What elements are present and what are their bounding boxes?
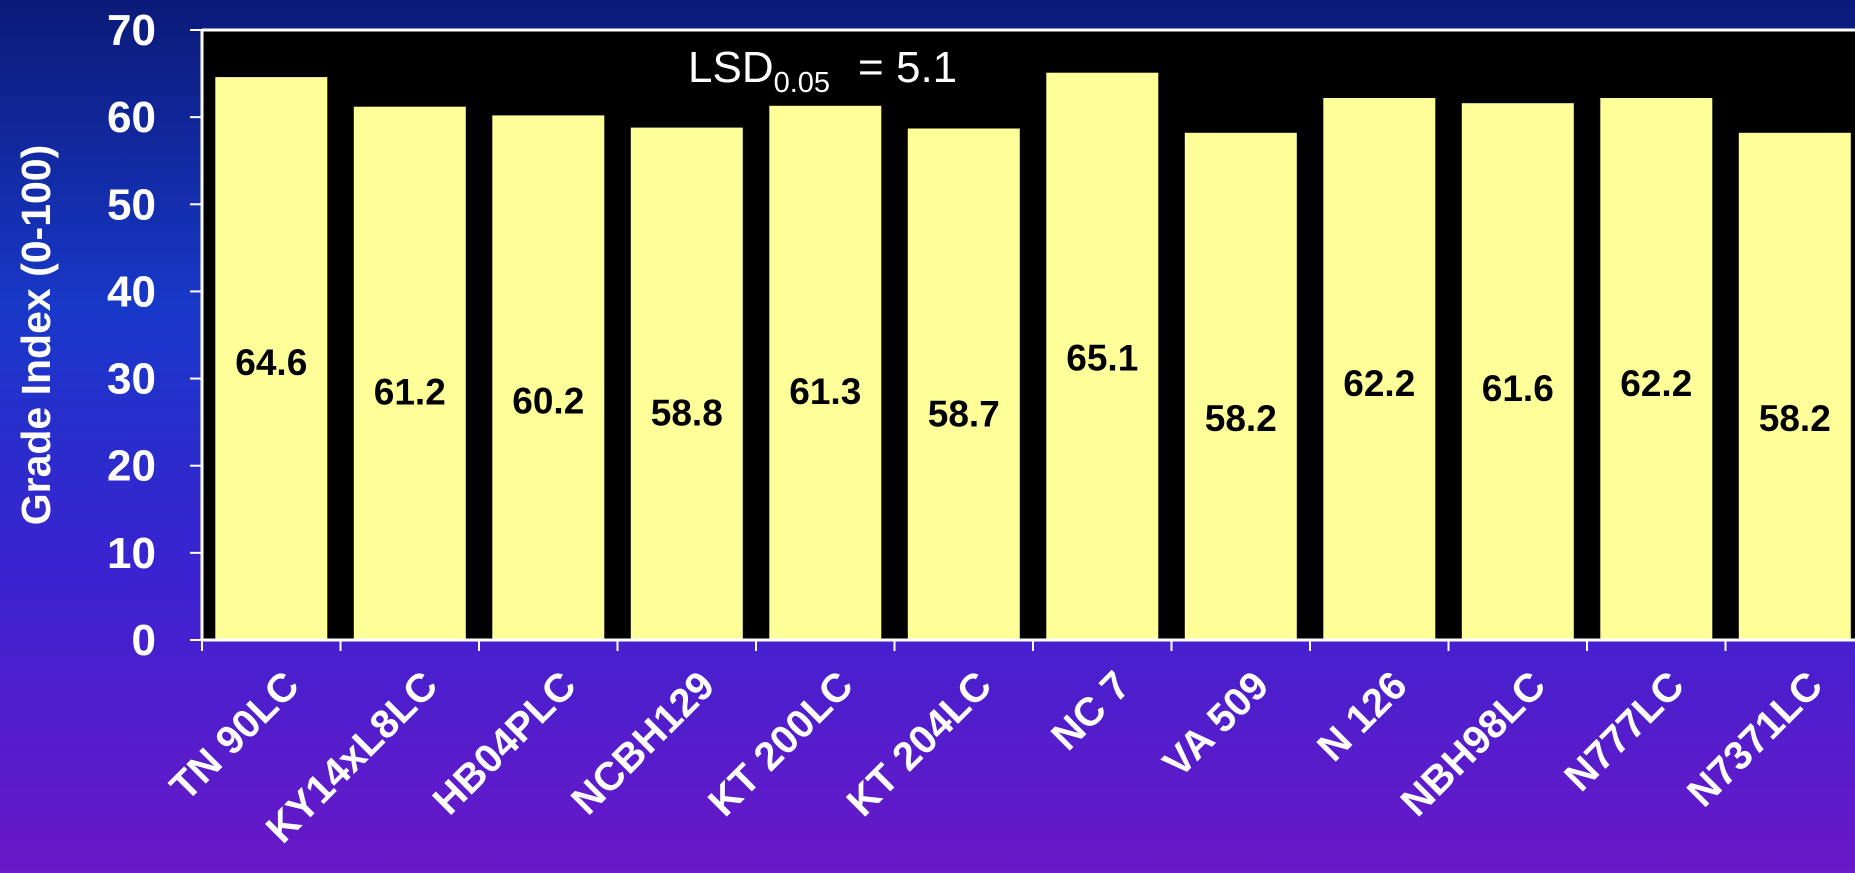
data-label: 61.2 <box>374 372 446 413</box>
bar-n-126 <box>1323 98 1436 640</box>
data-label: 58.7 <box>928 394 1000 435</box>
data-label: 61.3 <box>789 371 861 412</box>
bar-tn-90lc <box>215 77 328 641</box>
data-label: 61.6 <box>1482 368 1554 409</box>
data-label: 60.2 <box>512 380 584 421</box>
category-label: N7371LC <box>1679 663 1831 815</box>
data-label: 58.2 <box>1759 398 1831 439</box>
x-ticks-group <box>201 640 1727 651</box>
bar-ky14xl8lc <box>353 106 466 640</box>
category-label: NBH98LC <box>1393 663 1555 825</box>
y-tick-label: 20 <box>107 442 156 491</box>
category-label: NC 7 <box>1043 663 1139 759</box>
data-label: 62.2 <box>1343 363 1415 404</box>
data-label: 62.2 <box>1620 363 1692 404</box>
bar-nc-7 <box>1046 72 1159 640</box>
category-label: N777LC <box>1556 663 1692 799</box>
y-tick-label: 30 <box>107 355 156 404</box>
category-label: KT 204LC <box>839 663 1001 825</box>
plot-area <box>202 30 1855 640</box>
data-label: 64.6 <box>235 342 307 383</box>
lsd-main: LSD <box>688 43 774 92</box>
data-label: 65.1 <box>1066 338 1138 379</box>
category-label: KT 200LC <box>700 663 862 825</box>
y-tick-label: 10 <box>107 529 156 578</box>
y-axis-label: Grade Index (0-100) <box>13 145 59 526</box>
category-label: HB04PLC <box>425 663 585 823</box>
bars-group <box>215 72 1851 641</box>
bar-ncbh129 <box>630 127 743 641</box>
bar-kt-200lc <box>769 105 882 641</box>
data-label: 58.2 <box>1205 398 1277 439</box>
y-tick-label: 70 <box>107 6 156 55</box>
y-tick-label: 60 <box>107 93 156 142</box>
lsd-subscript: 0.05 <box>774 67 830 99</box>
category-label: VA 509 <box>1155 663 1277 785</box>
bar-kt-204lc <box>907 128 1020 640</box>
bar-va-509 <box>1184 132 1297 641</box>
category-label: TN 90LC <box>162 663 308 809</box>
lsd-value: = 5.1 <box>858 43 957 92</box>
bar-n7371lc <box>1738 132 1851 641</box>
category-label: NCBH129 <box>563 663 723 823</box>
bar-hb04plc <box>492 115 605 640</box>
category-label: N 126 <box>1309 663 1416 770</box>
lsd-annotation: LSD0.05 = 5.1 <box>688 43 957 99</box>
y-tick-label: 0 <box>132 616 156 665</box>
data-label: 58.8 <box>651 393 723 434</box>
data-labels-group: 64.6 61.2 60.2 58.8 61.3 58.7 65.1 58.2 62.2 61.6… <box>235 338 1831 439</box>
y-tick-label: 40 <box>107 267 156 316</box>
bar-nbh98lc <box>1461 103 1574 640</box>
y-ticks-group: 0 10 20 30 40 50 60 70 <box>107 6 202 665</box>
y-tick-label: 50 <box>107 180 156 229</box>
bar-n777lc <box>1600 98 1713 640</box>
